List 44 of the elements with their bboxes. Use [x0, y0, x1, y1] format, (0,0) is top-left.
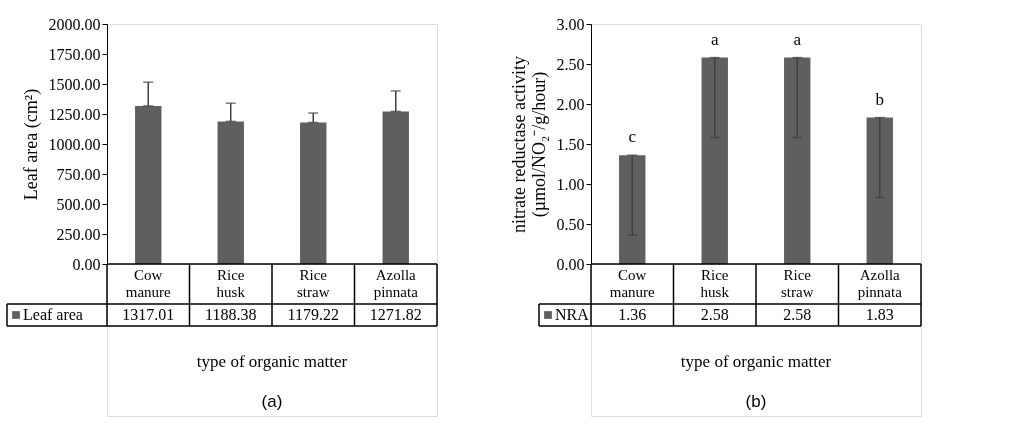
y-tick-label: 2.50 — [556, 55, 585, 73]
y-tick-label: 1000.00 — [48, 135, 101, 153]
data-label: 1179.22 — [287, 306, 339, 323]
y-tick-label: 1250.00 — [48, 105, 101, 123]
x-tick-label: Rice straw — [781, 267, 814, 300]
legend-label: Leaf area — [23, 306, 83, 323]
y-tick-label: 0.00 — [556, 255, 585, 273]
x-axis-title: type of organic matter — [196, 352, 348, 371]
y-axis-title: Leaf area (cm²) — [20, 88, 42, 201]
data-label: 1.83 — [865, 306, 894, 323]
legend-label: NRA — [555, 306, 590, 323]
y-tick-label: 750.00 — [56, 165, 101, 183]
y-tick-label: 2000.00 — [48, 15, 101, 33]
y-tick-label: 3.00 — [556, 15, 585, 33]
y-tick-label: 0.00 — [72, 255, 101, 273]
x-tick-label: Cow manure — [125, 267, 172, 300]
data-label: 2.58 — [783, 306, 812, 323]
annotation: a — [793, 29, 802, 49]
data-label: 1271.82 — [369, 306, 422, 323]
data-label: 1.36 — [618, 306, 647, 323]
annotation: b — [875, 89, 884, 109]
x-tick-label: Rice husk — [700, 267, 730, 300]
y-tick-label: 500.00 — [56, 195, 101, 213]
annotation: c — [628, 127, 637, 147]
text: (a) — [261, 392, 283, 411]
x-tick-label: Cow manure — [609, 267, 656, 300]
text: (b) — [745, 392, 767, 411]
y-tick-label: 1.50 — [556, 135, 585, 153]
y-tick-label: 1.00 — [556, 175, 585, 193]
y-axis-title: nitrate reductase activity (µmol/NO₂⁻/g/hour) — [508, 56, 550, 233]
x-axis-title: type of organic matter — [680, 352, 832, 371]
y-tick-label: 250.00 — [56, 225, 101, 243]
y-tick-label: 1750.00 — [48, 45, 101, 63]
y-tick-label: 0.50 — [556, 215, 585, 233]
x-tick-label: Rice straw — [297, 267, 330, 300]
x-tick-label: Azolla pinnata — [857, 267, 903, 300]
data-label: 2.58 — [700, 306, 729, 323]
data-label: 1317.01 — [122, 306, 175, 323]
y-tick-label: 1500.00 — [48, 75, 101, 93]
x-tick-label: Rice husk — [216, 267, 246, 300]
data-label: 1188.38 — [205, 306, 257, 323]
x-tick-label: Azolla pinnata — [373, 267, 419, 300]
y-tick-label: 2.00 — [556, 95, 585, 113]
annotation: a — [710, 29, 719, 49]
